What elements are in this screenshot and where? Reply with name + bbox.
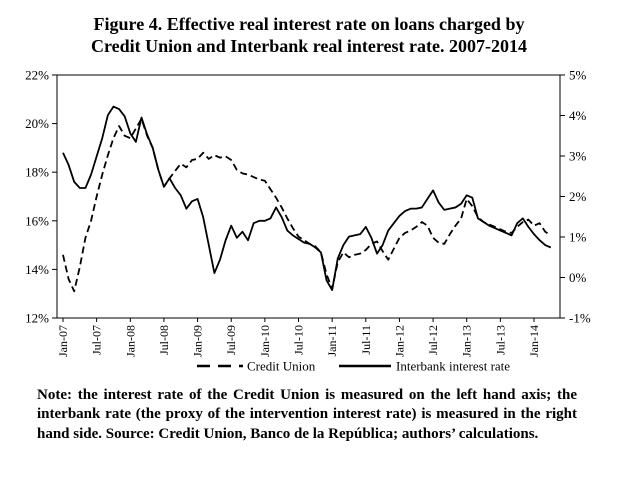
- x-axis-tick-label: Jan-13: [460, 325, 474, 357]
- x-axis-tick-label: Jan-10: [258, 325, 272, 357]
- left-axis-tick-label: 22%: [25, 68, 49, 83]
- figure-title-line2: Credit Union and Interbank real interest…: [91, 36, 527, 56]
- x-axis-tick-label: Jan-07: [56, 325, 70, 357]
- x-axis-tick-label: Jan-08: [123, 325, 137, 357]
- right-axis-tick-label: 1%: [569, 230, 587, 245]
- chart-generated: 22% 20% 18% 16% 14% 12% 5% 4% 3% 2% 1% 0% -1% Jan-07 J…: [25, 68, 591, 358]
- x-axis-tick-label: Jul-07: [90, 325, 104, 355]
- legend-label-credit-union: Credit Union: [247, 359, 316, 374]
- right-axis-tick-label: 4%: [569, 108, 587, 123]
- chart-area: 22% 20% 18% 16% 14% 12% 5% 4% 3% 2% 1% 0% -1% Jan-07 J…: [0, 62, 618, 384]
- x-axis-tick-label: Jul-11: [359, 325, 373, 355]
- x-axis-tick-label: Jul-09: [224, 325, 238, 355]
- chart-legend: Credit Union Interbank interest rate: [197, 359, 510, 374]
- x-axis-tick-label: Jul-12: [426, 325, 440, 355]
- x-axis-tick-label: Jul-08: [157, 325, 171, 355]
- x-axis-tick-label: Jul-13: [493, 325, 507, 355]
- right-axis-tick-label: 2%: [569, 189, 587, 204]
- left-axis-tick-label: 14%: [25, 262, 49, 277]
- x-axis-tick-label: Jan-11: [325, 325, 339, 357]
- credit-union-line: [62, 117, 552, 293]
- left-axis-tick-label: 20%: [25, 116, 49, 131]
- x-axis-tick-label: Jan-09: [191, 325, 205, 357]
- plot-border: [56, 74, 561, 319]
- right-axis-tick-label: 5%: [569, 68, 587, 83]
- right-axis-tick-label: 3%: [569, 149, 587, 164]
- x-axis-tick-label: Jan-12: [392, 325, 406, 357]
- figure-title: Figure 4. Effective real interest rate o…: [0, 13, 618, 57]
- interbank-line: [62, 105, 552, 291]
- chart-svg: 22% 20% 18% 16% 14% 12% 5% 4% 3% 2% 1% 0% -1% Jan-07 J…: [25, 68, 591, 374]
- left-axis-tick-label: 16%: [25, 213, 49, 228]
- left-axis-tick-label: 12%: [25, 311, 49, 326]
- right-axis-tick-label: 0%: [569, 270, 587, 285]
- right-axis-tick-label: -1%: [569, 311, 591, 326]
- figure-note: Note: the interest rate of the Credit Un…: [37, 387, 577, 442]
- figure-title-line1: Figure 4. Effective real interest rate o…: [93, 14, 525, 34]
- legend-label-interbank: Interbank interest rate: [396, 359, 510, 374]
- left-axis-tick-label: 18%: [25, 165, 49, 180]
- x-axis-tick-label: Jul-10: [292, 325, 306, 355]
- x-axis-tick-label: Jan-14: [527, 325, 541, 357]
